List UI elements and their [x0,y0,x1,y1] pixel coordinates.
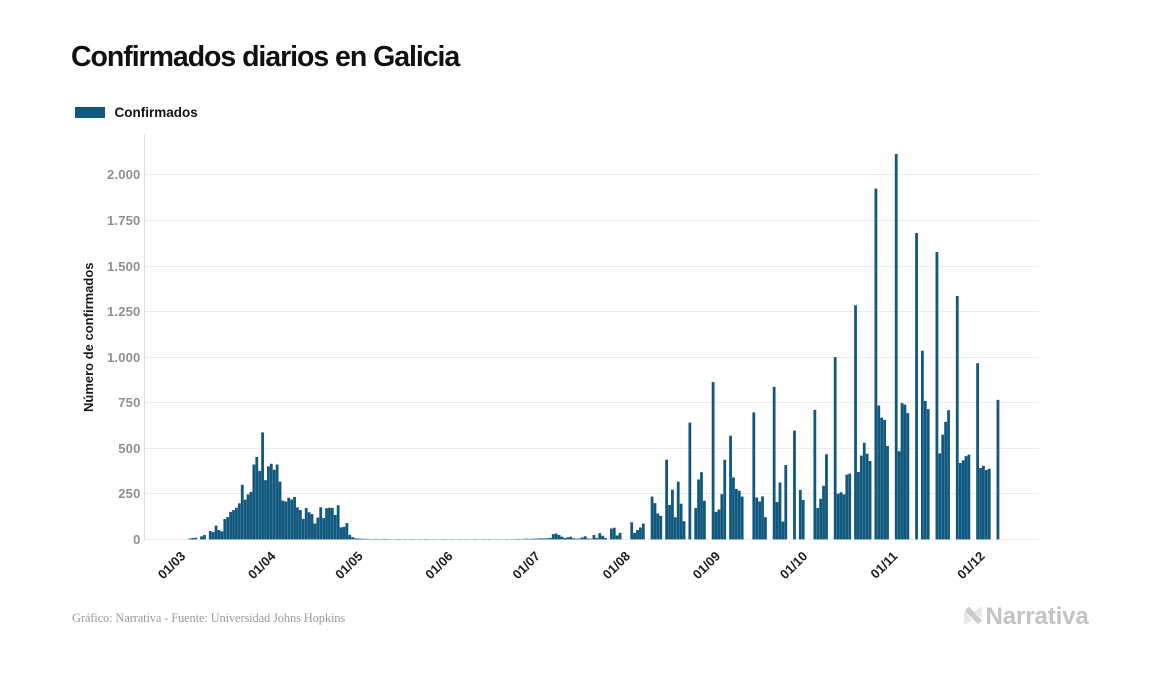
svg-text:01/05: 01/05 [332,548,366,582]
svg-text:01/08: 01/08 [600,548,634,582]
svg-text:1.750: 1.750 [107,213,141,228]
svg-text:01/06: 01/06 [422,548,456,582]
svg-text:01/11: 01/11 [867,548,900,581]
svg-text:01/03: 01/03 [155,548,189,582]
svg-text:500: 500 [118,441,140,456]
svg-text:1.250: 1.250 [107,304,141,319]
svg-text:01/04: 01/04 [245,548,279,582]
svg-text:1.000: 1.000 [107,350,141,365]
svg-text:0: 0 [133,532,140,547]
svg-text:01/07: 01/07 [509,548,543,582]
svg-text:750: 750 [118,395,140,410]
svg-text:01/09: 01/09 [690,548,724,582]
svg-text:01/10: 01/10 [777,548,811,582]
svg-text:01/12: 01/12 [954,548,988,582]
svg-text:250: 250 [118,486,140,501]
svg-text:1.500: 1.500 [107,259,141,274]
svg-text:2.000: 2.000 [107,167,141,182]
